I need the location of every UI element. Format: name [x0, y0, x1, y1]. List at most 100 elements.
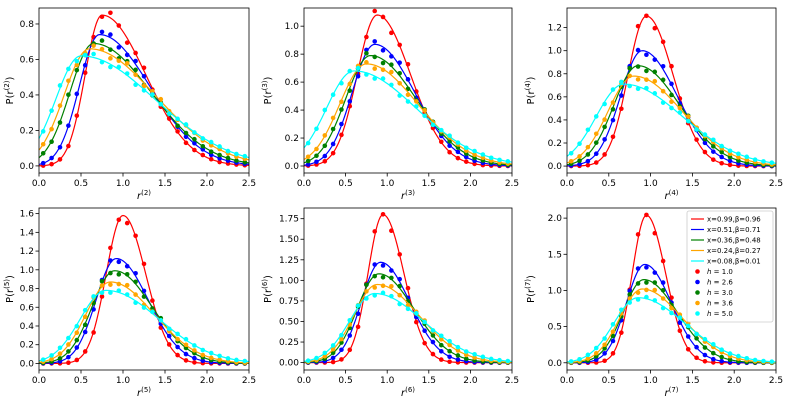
data-point	[305, 358, 311, 363]
data-point	[644, 265, 649, 270]
data-point	[752, 157, 758, 162]
data-point	[200, 136, 206, 141]
legend-label: x=0.36,β=0.48	[707, 237, 761, 245]
data-point	[644, 212, 649, 218]
data-point	[585, 127, 591, 133]
data-point	[192, 140, 197, 146]
data-point	[761, 358, 766, 364]
x-tick-label: 1.0	[116, 376, 131, 386]
data-point	[414, 99, 419, 104]
data-point	[49, 161, 54, 167]
data-point	[124, 292, 130, 297]
data-point	[74, 345, 80, 350]
data-point	[568, 359, 574, 364]
data-point	[74, 62, 80, 68]
data-point	[108, 10, 113, 16]
data-point	[339, 121, 344, 127]
y-tick-label: 0.0	[548, 359, 563, 369]
data-point	[727, 357, 733, 363]
data-point	[305, 158, 311, 164]
y-tick-label: 1.5	[548, 250, 562, 260]
data-point	[57, 83, 63, 88]
series-line-4	[303, 63, 513, 165]
x-tick-label: 2.0	[463, 179, 478, 189]
data-point	[593, 345, 599, 351]
data-point	[347, 99, 353, 104]
data-point	[124, 220, 130, 226]
data-point	[57, 120, 63, 125]
data-point	[183, 336, 189, 342]
y-tick-label: 0.0	[285, 162, 300, 172]
data-point	[652, 25, 658, 31]
data-point	[685, 118, 691, 124]
data-point	[355, 74, 361, 79]
data-point	[99, 59, 105, 65]
legend-dot-swatch	[695, 279, 700, 285]
data-point	[602, 117, 607, 122]
x-tick-label: 0.0	[560, 179, 575, 189]
axes-frame	[566, 207, 777, 371]
data-point	[405, 306, 411, 312]
data-point	[166, 326, 172, 332]
series-line-1	[39, 214, 249, 365]
data-point	[166, 111, 172, 117]
data-point	[49, 108, 54, 113]
data-point	[217, 353, 222, 359]
data-point	[192, 348, 197, 353]
data-point	[200, 143, 206, 149]
x-tick-label: 1.5	[422, 179, 436, 189]
data-point	[372, 76, 378, 81]
data-point	[677, 105, 683, 111]
y-tick-label: 0.6	[285, 78, 300, 88]
data-point	[405, 86, 411, 92]
data-point	[74, 330, 80, 336]
x-tick-label: 2.5	[505, 179, 519, 189]
data-point	[635, 23, 641, 29]
data-point	[57, 157, 63, 162]
data-point	[217, 152, 222, 158]
data-point	[74, 113, 80, 118]
x-tick-label: 2.0	[200, 179, 215, 189]
data-point	[66, 66, 71, 72]
data-point	[627, 300, 632, 305]
data-point	[141, 88, 147, 93]
data-point	[133, 233, 138, 239]
data-point	[414, 311, 419, 316]
data-point	[711, 360, 716, 365]
data-point	[389, 62, 394, 68]
data-point	[380, 274, 386, 280]
data-point	[652, 270, 658, 275]
data-point	[372, 285, 378, 290]
x-tick-label: 0.5	[602, 376, 616, 386]
data-point	[91, 51, 96, 57]
data-point	[397, 276, 402, 282]
data-point	[711, 356, 716, 362]
data-point	[66, 354, 71, 360]
data-point	[694, 344, 699, 350]
data-point	[380, 67, 386, 73]
y-tick-label: 1.2	[20, 247, 34, 257]
y-tick-label: 0.4	[20, 91, 35, 101]
data-point	[744, 355, 750, 361]
data-point	[480, 152, 486, 157]
data-point	[455, 357, 461, 362]
data-point	[242, 160, 248, 165]
data-point	[330, 92, 336, 98]
legend-label: h = 3.0	[707, 289, 733, 297]
data-point	[200, 152, 206, 158]
subplot-5: 0.0 0.5 1.0 1.5 2.0 2.5 0.00 0.25 0.50 0.75 1.00 1.…	[261, 207, 519, 399]
data-point	[330, 355, 336, 361]
data-point	[150, 309, 155, 315]
data-point	[736, 353, 741, 359]
x-tick-label: 1.0	[380, 179, 395, 189]
data-point	[91, 43, 96, 48]
data-point	[660, 280, 666, 285]
data-point	[568, 150, 574, 156]
data-point	[702, 140, 708, 146]
data-point	[610, 117, 616, 123]
y-tick-label: 0.2	[548, 139, 562, 149]
subplot-3: 0.0 0.5 1.0 1.5 2.0 2.5 0.0 0.2 0.4 0.6 0.8 1.0 1.2 r…	[524, 7, 783, 202]
y-tick-label: 1.6	[20, 210, 35, 220]
data-point	[602, 152, 607, 157]
data-point	[347, 347, 353, 353]
